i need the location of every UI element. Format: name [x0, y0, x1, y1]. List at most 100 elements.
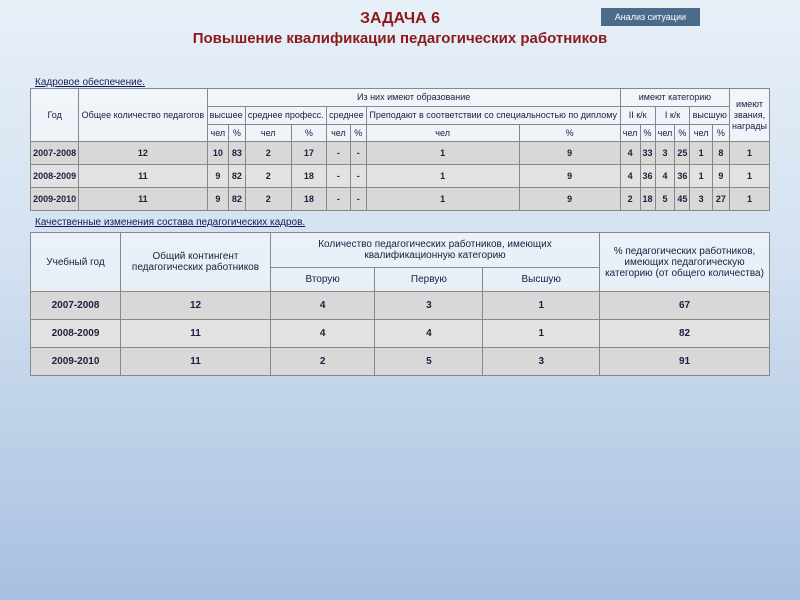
- cell: 27: [712, 188, 729, 211]
- table-row: 2008-200911982218--19436436191: [31, 165, 770, 188]
- cell: 18: [291, 188, 326, 211]
- cell: 1: [730, 165, 770, 188]
- table-row: 2009-20101125391: [31, 348, 770, 376]
- col-total: Общее количество педагогов: [79, 89, 207, 142]
- col2-total: Общий контингент педагогических работник…: [121, 233, 271, 292]
- cell: -: [350, 142, 366, 165]
- cell: 83: [229, 142, 246, 165]
- col-chel: чел: [245, 124, 291, 142]
- cell: 2008-2009: [31, 165, 79, 188]
- table-row: 2008-20091144182: [31, 320, 770, 348]
- cell: 9: [519, 165, 620, 188]
- cell: 2: [245, 188, 291, 211]
- col-spec: Преподают в соответствии со специальност…: [366, 106, 620, 124]
- cell: 18: [291, 165, 326, 188]
- cell: 11: [79, 165, 207, 188]
- col-chel: чел: [655, 124, 675, 142]
- cell: 2009-2010: [31, 348, 121, 376]
- title-line2: Повышение квалификации педагогических ра…: [0, 30, 800, 47]
- cell: 3: [483, 348, 600, 376]
- cell: 82: [600, 320, 770, 348]
- cell: 2007-2008: [31, 292, 121, 320]
- cell: 9: [207, 165, 229, 188]
- staffing-table: Год Общее количество педагогов Из них им…: [30, 88, 770, 211]
- cell: 11: [121, 348, 271, 376]
- col-chel: чел: [207, 124, 229, 142]
- cell: 12: [121, 292, 271, 320]
- cell: 5: [655, 188, 675, 211]
- cell: 4: [655, 165, 675, 188]
- cell: 2: [271, 348, 375, 376]
- cell: 36: [675, 165, 690, 188]
- col-midprof: среднее професс.: [245, 106, 326, 124]
- table-row: 2007-20081243167: [31, 292, 770, 320]
- col-chel: чел: [690, 124, 712, 142]
- cell: 1: [690, 165, 712, 188]
- col2-second: Вторую: [271, 268, 375, 292]
- cell: 9: [207, 188, 229, 211]
- col-higher: высшее: [207, 106, 245, 124]
- col2-first: Первую: [375, 268, 483, 292]
- quality-table: Учебный год Общий контингент педагогичес…: [30, 232, 770, 376]
- col-mid: среднее: [326, 106, 366, 124]
- cell: 2007-2008: [31, 142, 79, 165]
- cell: 11: [79, 188, 207, 211]
- cell: 82: [229, 165, 246, 188]
- cell: 2008-2009: [31, 320, 121, 348]
- col-pct: %: [229, 124, 246, 142]
- col-awards: имеют звания, награды: [730, 89, 770, 142]
- cell: 3: [375, 292, 483, 320]
- section1-label: Кадровое обеспечение.: [35, 77, 800, 88]
- cell: 11: [121, 320, 271, 348]
- table-row: 2007-2008121083217--19433325181: [31, 142, 770, 165]
- cell: 9: [519, 142, 620, 165]
- cell: 10: [207, 142, 229, 165]
- cell: 9: [712, 165, 729, 188]
- cell: 1: [366, 142, 519, 165]
- cell: 4: [620, 142, 640, 165]
- table-row: 2009-201011982218--192185453271: [31, 188, 770, 211]
- col-chel: чел: [326, 124, 350, 142]
- cell: 5: [375, 348, 483, 376]
- analysis-badge: Анализ ситуации: [601, 8, 700, 26]
- cell: 4: [375, 320, 483, 348]
- col-pct: %: [712, 124, 729, 142]
- col2-highest: Высшую: [483, 268, 600, 292]
- cell: 1: [690, 142, 712, 165]
- col2-count-group: Количество педагогических работников, им…: [271, 233, 600, 268]
- cell: 2009-2010: [31, 188, 79, 211]
- cell: 12: [79, 142, 207, 165]
- cell: -: [326, 142, 350, 165]
- cell: 4: [271, 320, 375, 348]
- col-pct: %: [640, 124, 655, 142]
- cell: 4: [620, 165, 640, 188]
- col-year: Год: [31, 89, 79, 142]
- cell: 45: [675, 188, 690, 211]
- cell: 3: [655, 142, 675, 165]
- col-edu-group: Из них имеют образование: [207, 89, 620, 107]
- cell: 25: [675, 142, 690, 165]
- cell: 18: [640, 188, 655, 211]
- cell: -: [350, 188, 366, 211]
- col-chel: чел: [366, 124, 519, 142]
- cell: 1: [730, 142, 770, 165]
- col-pct: %: [519, 124, 620, 142]
- col-pct: %: [291, 124, 326, 142]
- col2-pct: % педагогических работников, имеющих пед…: [600, 233, 770, 292]
- cell: 33: [640, 142, 655, 165]
- cell: 17: [291, 142, 326, 165]
- cell: 67: [600, 292, 770, 320]
- section2-label: Качественные изменения состава педагогич…: [35, 217, 800, 228]
- cell: 8: [712, 142, 729, 165]
- col-pct: %: [350, 124, 366, 142]
- cell: 82: [229, 188, 246, 211]
- col-cat2: II к/к: [620, 106, 655, 124]
- cell: 9: [519, 188, 620, 211]
- cell: 91: [600, 348, 770, 376]
- cell: 4: [271, 292, 375, 320]
- cell: 3: [690, 188, 712, 211]
- cell: -: [326, 188, 350, 211]
- cell: 2: [245, 165, 291, 188]
- col-chel: чел: [620, 124, 640, 142]
- cell: 1: [483, 292, 600, 320]
